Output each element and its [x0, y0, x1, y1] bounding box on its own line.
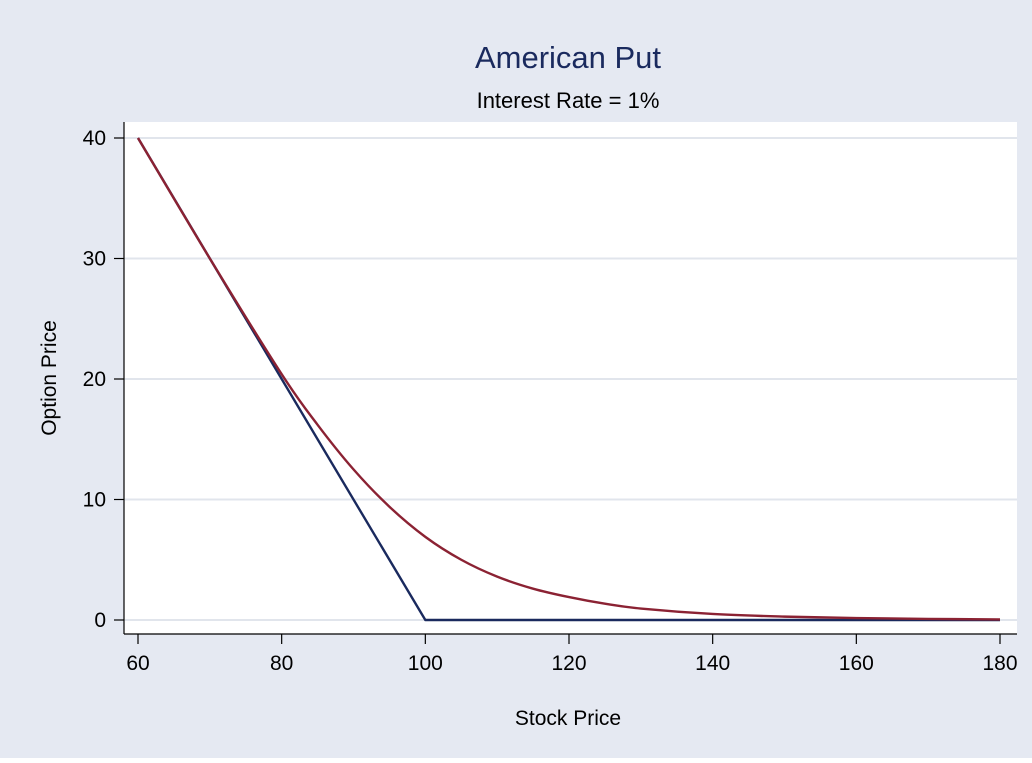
y-tick-label: 20: [83, 368, 106, 391]
y-tick-label: 30: [83, 248, 106, 271]
chart-title: American Put: [475, 40, 661, 75]
y-tick-label: 0: [94, 609, 106, 632]
x-tick-label: 100: [408, 652, 443, 675]
y-axis-label: Option Price: [38, 320, 61, 436]
x-axis-label: Stock Price: [515, 707, 621, 730]
series-lines: [136, 137, 1001, 622]
y-tick-label: 10: [83, 489, 106, 512]
x-tick-label: 180: [982, 652, 1017, 675]
x-tick-label: 120: [551, 652, 586, 675]
axes: 0 10 20 30 40 60 80 100 120 140 160 180: [83, 122, 1018, 675]
x-tick-label: 140: [695, 652, 730, 675]
x-tick-label: 60: [126, 652, 149, 675]
x-tick-label: 160: [839, 652, 874, 675]
series-line-2: [136, 137, 1001, 621]
y-tick-label: 40: [83, 127, 106, 150]
x-tick-label: 80: [270, 652, 293, 675]
chart-subtitle: Interest Rate = 1%: [477, 88, 660, 113]
